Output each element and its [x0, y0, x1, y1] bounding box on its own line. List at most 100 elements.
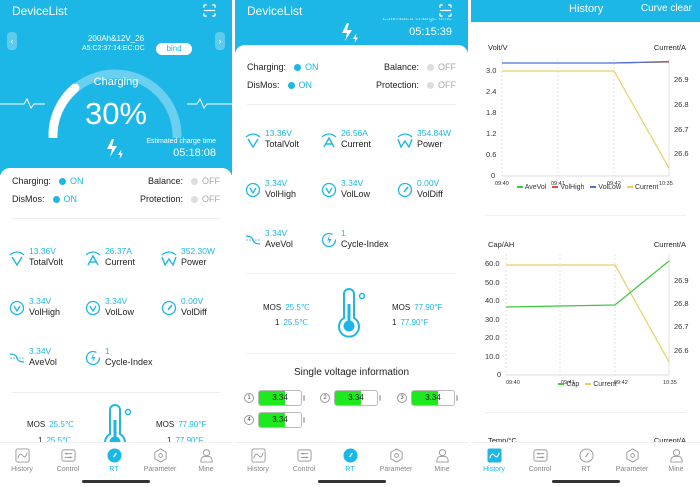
tab-label: History [483, 466, 505, 473]
tab-control[interactable]: Control [45, 448, 91, 473]
tab-control[interactable]: Control [517, 448, 563, 473]
temp-label: 1 [167, 436, 172, 445]
scan-icon[interactable] [203, 4, 216, 17]
battery-cap [303, 417, 305, 423]
mine-icon [199, 449, 213, 463]
metric-vol-diff: 0.00V VolDiff [161, 296, 232, 324]
estimated-charge-time-label: Estimated charge time [382, 18, 452, 22]
temp-1-c: 1 25.5℃ [275, 318, 308, 327]
temp-label: 1 [38, 436, 43, 445]
device-list-link[interactable]: DeviceList [247, 4, 303, 18]
history-icon [250, 448, 266, 463]
charging-label: Charging: [12, 176, 52, 186]
legend-swatch-current [626, 186, 633, 189]
legend-label: VolHigh [560, 184, 585, 191]
tab-label: Parameter [379, 466, 413, 473]
tab-parameter[interactable]: Parameter [609, 448, 655, 473]
tab-mine[interactable]: Mine [653, 448, 699, 473]
svg-text:0: 0 [491, 171, 495, 180]
device-list-link[interactable]: DeviceList [12, 4, 68, 18]
wave-icon [245, 235, 261, 245]
metric-label: VolDiff [417, 189, 443, 199]
scan-icon[interactable] [439, 4, 452, 17]
balance-dot-icon [191, 177, 198, 185]
tab-rt[interactable]: RT [563, 448, 609, 473]
tab-mine[interactable]: Mine [419, 448, 465, 473]
tab-parameter[interactable]: Parameter [373, 448, 419, 473]
header: DeviceList ‹ › 200Ah&12V_26 A5:C2:37:14:… [0, 0, 232, 175]
gauge-icon [397, 182, 413, 198]
next-device-button[interactable]: › [215, 32, 225, 50]
cell-2: 2 3.34 [320, 390, 381, 406]
legend-swatch-cap [558, 383, 565, 386]
metric-label: AveVol [265, 239, 293, 249]
cycle-icon [85, 350, 101, 366]
tab-history[interactable]: History [235, 448, 281, 473]
dismos-value: ON [63, 194, 78, 204]
bind-button[interactable]: bind [156, 43, 192, 55]
metric-value: 3.34V [265, 228, 288, 238]
curve-clear-button[interactable]: Curve clear [640, 3, 692, 14]
metric-label: Cycle-Index [105, 357, 153, 367]
tab-control[interactable]: Control [281, 448, 327, 473]
history-icon [14, 448, 30, 463]
tab-history[interactable]: History [471, 448, 517, 473]
metric-cycle-index: 1 Cycle-Index [321, 228, 393, 256]
vol-low-icon [321, 182, 337, 198]
home-indicator [82, 480, 150, 483]
metric-label: TotalVolt [265, 139, 300, 149]
soc-gauge [48, 69, 182, 138]
metric-vol-low: 3.34V VolLow [321, 178, 393, 206]
battery-icon: 3.34 [411, 390, 455, 406]
volt-icon [245, 133, 261, 148]
balance-dot-icon [427, 63, 434, 71]
metric-label: VolLow [105, 307, 135, 317]
power-icon [161, 251, 177, 266]
balance-label: Balance: [147, 176, 183, 186]
tab-label: RT [581, 466, 591, 473]
divider [247, 353, 456, 354]
temp-label: MOS [156, 420, 175, 429]
metric-value: 3.34V [265, 178, 288, 188]
protection-dot-icon [427, 81, 434, 89]
screen-history: History Curve clear Volt/V Current/A 3.0… [471, 0, 700, 487]
power-icon [397, 133, 413, 148]
legend-label: VolLow [598, 184, 621, 191]
tab-parameter[interactable]: Parameter [137, 448, 183, 473]
tab-label: History [11, 466, 33, 473]
home-indicator [551, 480, 620, 483]
dismos-label: DisMos: [247, 80, 280, 90]
tab-label: Control [56, 466, 80, 473]
metric-cycle-index: 1 Cycle-Index [85, 346, 157, 374]
legend-swatch-volhigh [552, 186, 559, 189]
battery-fill [335, 391, 362, 405]
metric-ave-vol: 3.34V AveVol [245, 228, 317, 256]
temp-label: MOS [263, 303, 282, 312]
soc-percent: 30% [84, 96, 148, 131]
tab-rt[interactable]: RT [327, 448, 373, 473]
chart-legend: Cap Current [471, 381, 700, 388]
prev-device-button[interactable]: ‹ [7, 32, 17, 50]
balance-value: OFF [202, 176, 220, 186]
metric-value: 3.34V [29, 296, 52, 306]
wave-icon [9, 353, 25, 363]
thermometer-icon [338, 288, 366, 338]
temp-label: MOS [392, 303, 411, 312]
metric-value: 13.36V [29, 246, 56, 256]
metric-total-volt: 13.36V TotalVolt [245, 128, 317, 156]
tab-mine[interactable]: Mine [183, 448, 229, 473]
svg-text:1.2: 1.2 [486, 129, 496, 138]
chart-plot: 3.0 2.4 1.8 1.2 0.6 0 26.9 26.8 26.7 26.6 09:40 0… [486, 59, 689, 187]
info-card: Charging: ON Balance: OFF DisMos: ON Protec… [0, 168, 232, 454]
temp-value: 77.90°F [414, 303, 443, 312]
page-title: History [569, 3, 604, 15]
tab-rt[interactable]: RT [91, 448, 137, 473]
tab-history[interactable]: History [0, 448, 45, 473]
volt-icon [9, 251, 25, 266]
tab-label: Parameter [615, 466, 649, 473]
y-axis-label: Cap/AH [488, 240, 515, 249]
rt-icon [342, 448, 358, 463]
y-axis-label: Volt/V [488, 43, 508, 52]
cell-voltage: 3.34 [425, 393, 441, 402]
